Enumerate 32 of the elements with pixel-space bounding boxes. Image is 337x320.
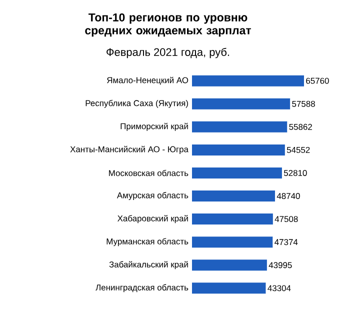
data-label: 47508 (274, 216, 298, 222)
chart-title: Топ-10 регионов по уровню средних ожидаемых зарплат (85, 13, 251, 37)
data-label: 65760 (306, 78, 329, 84)
y-tick-label: Забайкальский край (109, 261, 188, 270)
bar (192, 236, 273, 248)
bar (192, 190, 276, 202)
y-tick-label: Амурская область (116, 192, 188, 200)
bar (192, 260, 267, 271)
y-tick-label: Ленинградская область (96, 284, 188, 292)
bar (192, 75, 304, 86)
bar (192, 144, 285, 156)
data-label: 57588 (292, 100, 315, 107)
y-tick-label: Московская область (109, 170, 188, 176)
bar (192, 167, 282, 178)
data-label: 43304 (268, 285, 291, 292)
y-tick-label: Ханты-Мансийский АО - Югра (70, 146, 188, 154)
data-label: 48740 (276, 193, 300, 200)
data-label: 55862 (289, 124, 312, 130)
data-label: 43995 (268, 262, 292, 268)
y-tick-label: Мурманская область (106, 238, 188, 246)
bar (192, 121, 288, 132)
y-tick-label: Ямало-Ненецкий АО (107, 76, 188, 85)
y-tick-label: Хабаровский край (118, 215, 188, 224)
data-label: 52810 (284, 170, 307, 176)
bar (192, 98, 290, 110)
data-label: 47374 (274, 239, 298, 246)
bar (192, 282, 266, 294)
y-tick-label: Республика Саха (Якутия) (86, 100, 188, 108)
bar (192, 214, 273, 225)
y-tick-label: Приморский край (120, 122, 188, 131)
data-label: 54552 (286, 146, 310, 153)
chart-subtitle: Февраль 2021 года, руб. (106, 48, 230, 58)
